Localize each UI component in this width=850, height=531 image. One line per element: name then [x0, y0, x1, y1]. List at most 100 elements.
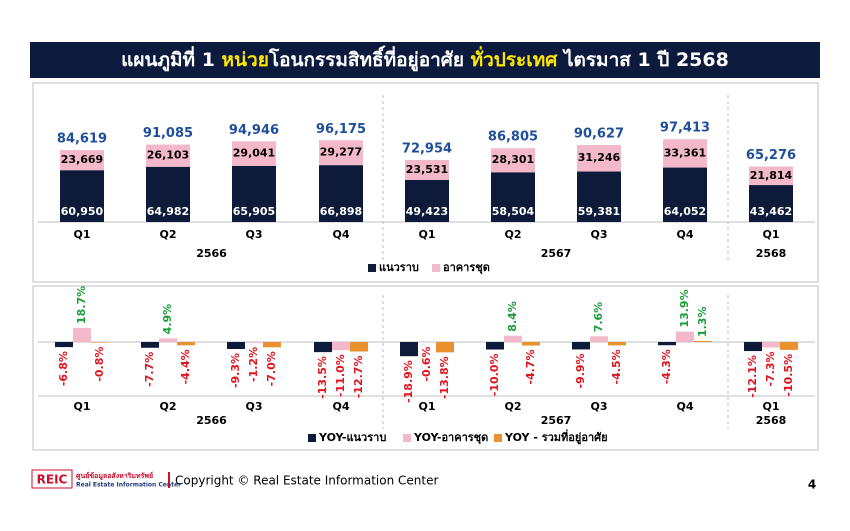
x-tick-label: Q1	[418, 400, 435, 413]
bar-segment	[319, 140, 363, 166]
bar-segment	[491, 148, 535, 173]
value-label: -18.9%	[402, 360, 415, 403]
value-label: 13.9%	[678, 289, 691, 327]
x-tick-label: Q1	[762, 228, 779, 241]
value-label: 64,982	[147, 205, 189, 218]
slide-title: แผนภูมิที่ 1 หน่วยโอนกรรมสิทธิ์ที่อยู่อา…	[121, 45, 729, 72]
bar-segment	[749, 185, 793, 222]
value-label: 31,246	[578, 151, 621, 164]
bar-segment	[60, 150, 104, 171]
total-label: 94,946	[229, 123, 279, 138]
group-label: 2567	[541, 247, 572, 260]
bar	[314, 342, 332, 353]
bar-segment	[663, 139, 707, 168]
value-label: -7.7%	[143, 352, 156, 387]
group-label: 2568	[756, 414, 787, 427]
total-label: 91,085	[143, 126, 193, 141]
value-label: -6.8%	[57, 351, 70, 386]
value-label: 7.6%	[592, 302, 605, 333]
bar	[762, 342, 780, 348]
x-tick-label: Q2	[159, 228, 176, 241]
bar	[159, 338, 177, 342]
x-tick-label: Q3	[590, 228, 607, 241]
value-label: -4.4%	[179, 349, 192, 384]
divider	[168, 472, 170, 488]
value-label: 21,814	[750, 169, 793, 182]
value-label: -9.3%	[229, 353, 242, 388]
logo: REIC	[37, 473, 68, 487]
bar	[91, 342, 109, 343]
bar-segment	[749, 166, 793, 186]
legend-swatch	[368, 264, 376, 272]
total-label: 97,413	[660, 121, 710, 136]
bar	[608, 342, 626, 346]
legend-label: YOY-แนวราบ	[318, 431, 386, 444]
bar-segment	[405, 179, 449, 222]
value-label: -7.0%	[265, 351, 278, 386]
value-label: -0.8%	[93, 347, 106, 382]
value-label: 28,301	[492, 153, 534, 166]
x-tick-label: Q1	[762, 400, 779, 413]
bar	[522, 342, 540, 346]
legend-swatch	[432, 264, 440, 272]
value-label: 1.3%	[696, 307, 709, 338]
total-label: 90,627	[574, 126, 624, 141]
legend-swatch	[494, 434, 502, 442]
bar	[658, 342, 676, 346]
x-tick-label: Q3	[245, 400, 262, 413]
group-label: 2568	[756, 247, 787, 260]
bar	[400, 342, 418, 357]
value-label: 33,361	[664, 146, 706, 159]
total-label: 72,954	[402, 141, 452, 156]
bar	[350, 342, 368, 352]
page-number: 4	[808, 478, 816, 492]
bar	[780, 342, 798, 350]
x-tick-label: Q3	[245, 228, 262, 241]
value-label: 18.7%	[75, 286, 88, 324]
bar-segment	[663, 167, 707, 222]
bar	[572, 342, 590, 350]
legend-swatch	[308, 434, 316, 442]
value-label: -13.8%	[438, 356, 451, 399]
x-tick-label: Q2	[504, 228, 521, 241]
bar-segment	[491, 172, 535, 222]
legend-label: อาคารชุด	[443, 261, 490, 275]
x-tick-label: Q4	[332, 228, 349, 241]
bar	[141, 342, 159, 348]
value-label: 23,531	[406, 163, 448, 176]
bar-segment	[577, 171, 621, 222]
bar	[504, 335, 522, 342]
bar	[263, 342, 281, 348]
value-label: -4.3%	[660, 349, 673, 384]
value-label: -11.0%	[334, 354, 347, 397]
bar-segment	[405, 159, 449, 180]
x-tick-label: Q2	[159, 400, 176, 413]
value-label: 4.9%	[161, 304, 174, 335]
bar	[245, 342, 263, 343]
value-label: 66,898	[320, 205, 362, 218]
bar	[177, 342, 195, 346]
value-label: 65,905	[233, 205, 275, 218]
group-label: 2566	[196, 414, 227, 427]
group-label: 2566	[196, 247, 227, 260]
value-label: -7.3%	[764, 351, 777, 386]
org-english: Real Estate Information Center	[76, 482, 181, 489]
bar	[590, 336, 608, 342]
group-label: 2567	[541, 414, 572, 427]
value-label: 49,423	[406, 205, 448, 218]
value-label: 59,381	[578, 205, 620, 218]
bar-segment	[146, 166, 190, 222]
bar	[694, 341, 712, 342]
footer: REIC ศูนย์ข้อมูลอสังหาริมทรัพย์ Real Est…	[31, 469, 816, 492]
value-label: -1.2%	[247, 347, 260, 382]
value-label: -4.7%	[524, 350, 537, 385]
value-label: 58,504	[492, 205, 535, 218]
value-label: -4.5%	[610, 349, 623, 384]
value-label: 29,277	[320, 146, 362, 159]
chart-frame	[32, 285, 819, 451]
bar	[227, 342, 245, 349]
x-tick-label: Q4	[676, 228, 693, 241]
legend-label: YOY - รวมที่อยู่อาศัย	[504, 429, 608, 445]
title-part: หน่วย	[222, 49, 269, 71]
